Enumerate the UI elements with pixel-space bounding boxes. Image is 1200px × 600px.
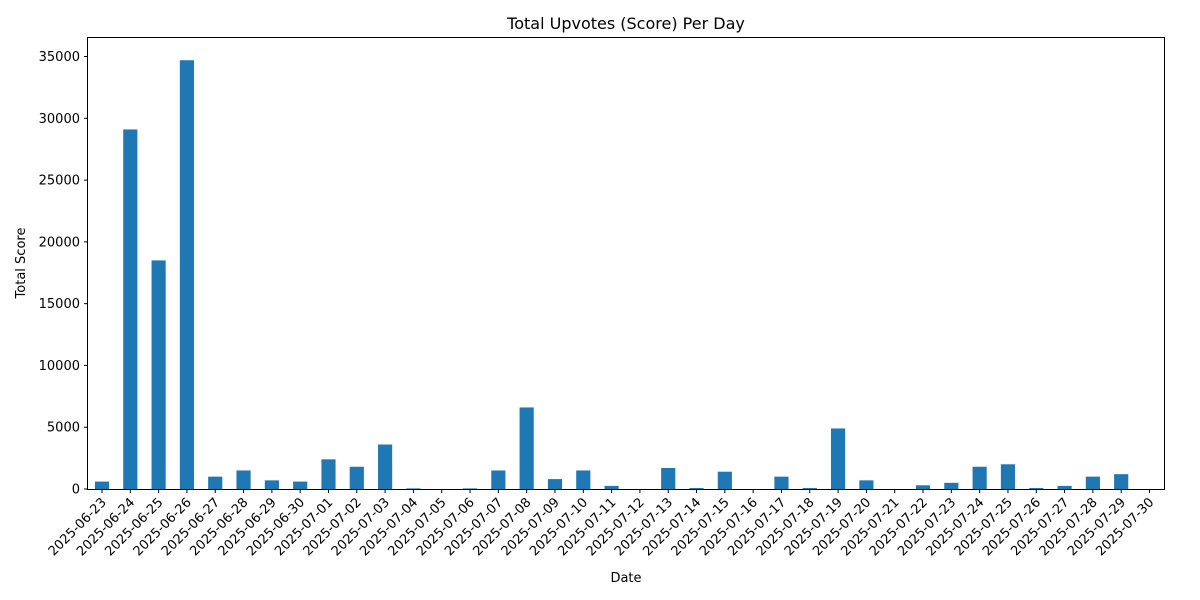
bars-group xyxy=(94,60,1129,490)
bar-2025-06-27 xyxy=(208,476,223,489)
bar-2025-07-19 xyxy=(831,428,846,489)
bar-2025-07-08 xyxy=(519,407,534,489)
bar-2025-07-29 xyxy=(1114,474,1129,489)
y-tick-label: 20000 xyxy=(39,235,80,250)
chart-title: Total Upvotes (Score) Per Day xyxy=(506,14,745,33)
bar-2025-07-09 xyxy=(547,479,563,489)
bar-2025-07-25 xyxy=(1000,464,1016,489)
bar-2025-07-23 xyxy=(944,482,959,489)
bar-2025-07-28 xyxy=(1085,476,1100,489)
bar-2025-07-01 xyxy=(321,459,336,489)
y-tick-label: 35000 xyxy=(39,50,80,65)
bar-2025-07-10 xyxy=(576,470,591,489)
bar-2025-07-14 xyxy=(689,488,704,489)
bar-2025-07-11 xyxy=(604,485,619,489)
y-axis-ticks: 0 5000 10000 15000 20000 25000 30000 35000 xyxy=(39,50,88,498)
bar-2025-06-28 xyxy=(236,470,251,489)
bar-2025-07-18 xyxy=(802,488,817,489)
bar-2025-07-02 xyxy=(349,466,364,489)
y-tick-label: 5000 xyxy=(47,421,80,436)
bar-2025-07-03 xyxy=(378,444,393,489)
y-tick-label: 30000 xyxy=(39,112,80,127)
bar-2025-06-23 xyxy=(94,481,110,489)
bar-2025-06-25 xyxy=(151,260,166,489)
y-tick-label: 10000 xyxy=(39,359,80,374)
bar-2025-06-26 xyxy=(179,60,195,490)
bar-2025-07-13 xyxy=(661,467,676,489)
x-axis-label: Date xyxy=(610,571,641,586)
y-axis-label: Total Score xyxy=(14,228,29,300)
bar-2025-07-06 xyxy=(462,488,478,489)
bar-2025-07-22 xyxy=(915,485,931,489)
bar-2025-07-27 xyxy=(1057,485,1072,489)
bar-2025-06-29 xyxy=(264,480,279,489)
bar-2025-06-24 xyxy=(123,129,138,490)
bar-2025-07-17 xyxy=(774,476,789,489)
bar-2025-07-07 xyxy=(491,470,506,489)
bar-2025-07-20 xyxy=(859,480,874,489)
bar-2025-07-26 xyxy=(1029,488,1044,489)
y-tick-label: 15000 xyxy=(39,297,80,312)
y-tick-label: 0 xyxy=(72,483,80,498)
plot-frame xyxy=(87,37,1165,490)
bar-2025-07-24 xyxy=(972,466,987,489)
y-tick-label: 25000 xyxy=(39,174,80,189)
bar-2025-06-30 xyxy=(293,481,308,489)
bar-2025-07-15 xyxy=(717,471,732,489)
bar-2025-07-04 xyxy=(406,488,421,489)
